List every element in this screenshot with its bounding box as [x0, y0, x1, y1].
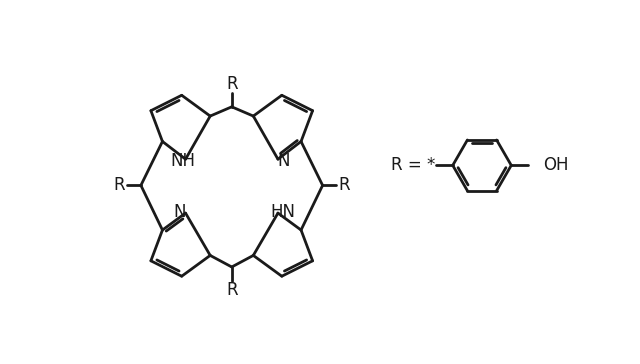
Text: R: R — [226, 281, 237, 299]
Text: R: R — [339, 177, 350, 194]
Text: R: R — [113, 177, 125, 194]
Text: N: N — [278, 152, 291, 170]
Text: N: N — [173, 202, 186, 221]
Text: NH: NH — [170, 152, 195, 170]
Text: R = *: R = * — [392, 157, 436, 174]
Text: HN: HN — [270, 202, 295, 221]
Text: OH: OH — [543, 157, 569, 174]
Text: R: R — [226, 75, 237, 93]
